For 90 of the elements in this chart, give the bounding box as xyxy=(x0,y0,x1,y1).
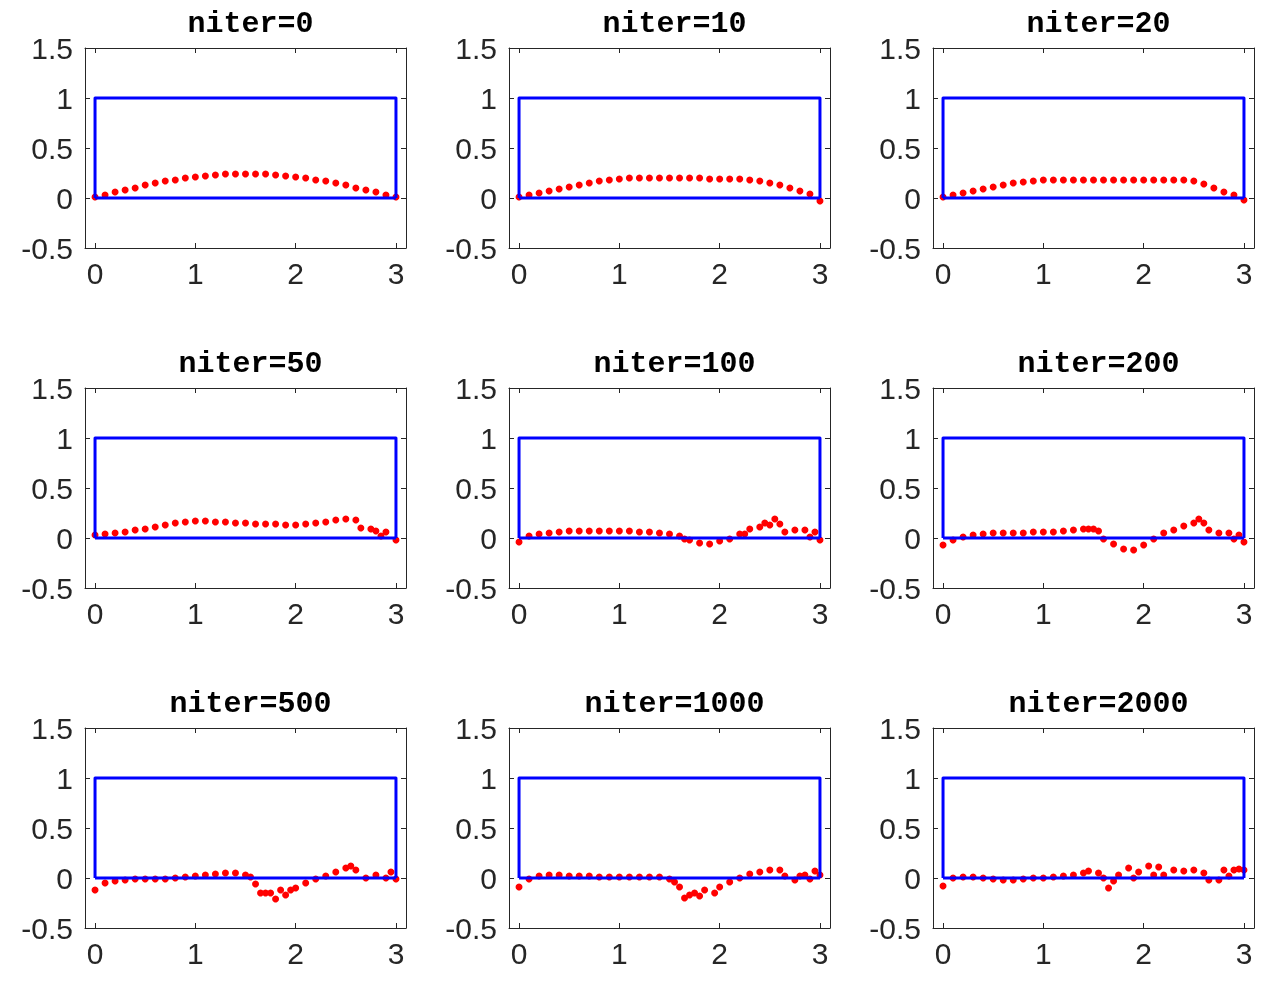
chart-title: niter=100 xyxy=(593,347,756,381)
x-tick-label: 2 xyxy=(1135,596,1152,630)
x-tick-label: 1 xyxy=(611,256,628,290)
y-tick-label: 0 xyxy=(480,521,497,555)
y-tick-label: 0.5 xyxy=(455,471,497,505)
y-tick-label: 1 xyxy=(904,421,921,455)
x-tick-label: 0 xyxy=(934,256,952,290)
y-tick-label: 1.5 xyxy=(31,711,73,745)
y-tick-label: 1.5 xyxy=(879,711,921,745)
chart-title: niter=0 xyxy=(187,7,314,41)
y-tick-label: 0 xyxy=(904,521,921,555)
x-tick-label: 0 xyxy=(86,936,104,970)
y-tick-label: 1 xyxy=(480,761,497,795)
y-tick-label: 0.5 xyxy=(31,471,73,505)
y-tick-label: 0 xyxy=(56,181,73,215)
x-tick-label: 1 xyxy=(187,256,204,290)
y-tick-label: -0.5 xyxy=(21,571,73,605)
y-tick-label: 1 xyxy=(480,421,497,455)
y-tick-label: -0.5 xyxy=(445,911,497,945)
y-tick-label: 1 xyxy=(56,761,73,795)
x-tick-label: 0 xyxy=(510,256,528,290)
x-tick-label: 3 xyxy=(387,936,405,970)
y-tick-label: 0 xyxy=(904,861,921,895)
y-tick-label: 1 xyxy=(904,761,921,795)
x-tick-label: 3 xyxy=(1235,936,1253,970)
x-tick-label: 2 xyxy=(287,936,304,970)
y-tick-label: -0.5 xyxy=(21,231,73,265)
y-tick-label: 0 xyxy=(480,181,497,215)
y-tick-label: 0.5 xyxy=(879,131,921,165)
x-tick-label: 0 xyxy=(510,936,528,970)
x-tick-label: 2 xyxy=(711,596,728,630)
x-tick-label: 2 xyxy=(1135,256,1152,290)
y-tick-label: 1 xyxy=(56,421,73,455)
y-tick-label: -0.5 xyxy=(869,911,921,945)
y-tick-label: 1.5 xyxy=(31,371,73,405)
y-tick-label: 1.5 xyxy=(455,711,497,745)
chart-title: niter=200 xyxy=(1017,347,1180,381)
x-tick-label: 0 xyxy=(934,596,952,630)
x-tick-label: 0 xyxy=(934,936,952,970)
x-tick-label: 2 xyxy=(711,936,728,970)
y-tick-label: 0 xyxy=(56,861,73,895)
y-tick-label: 0.5 xyxy=(455,131,497,165)
chart-title: niter=2000 xyxy=(1008,687,1189,721)
y-tick-label: 1 xyxy=(480,81,497,115)
y-tick-label: 1 xyxy=(904,81,921,115)
x-tick-label: 2 xyxy=(1135,936,1152,970)
y-tick-label: -0.5 xyxy=(869,571,921,605)
x-tick-label: 1 xyxy=(1035,256,1052,290)
y-tick-label: 0 xyxy=(480,861,497,895)
x-tick-label: 2 xyxy=(287,256,304,290)
chart-title: niter=500 xyxy=(169,687,332,721)
x-tick-label: 3 xyxy=(1235,596,1253,630)
y-tick-label: -0.5 xyxy=(445,571,497,605)
x-tick-label: 3 xyxy=(387,596,405,630)
chart-title: niter=20 xyxy=(1026,7,1171,41)
y-tick-label: 1.5 xyxy=(31,31,73,65)
y-tick-label: 0.5 xyxy=(879,471,921,505)
x-tick-label: 1 xyxy=(611,936,628,970)
x-tick-label: 3 xyxy=(811,936,829,970)
y-tick-label: -0.5 xyxy=(869,231,921,265)
chart-title: niter=10 xyxy=(602,7,747,41)
y-tick-label: 1.5 xyxy=(879,371,921,405)
y-tick-label: -0.5 xyxy=(21,911,73,945)
y-tick-label: 1.5 xyxy=(879,31,921,65)
y-tick-label: 1.5 xyxy=(455,371,497,405)
x-tick-label: 1 xyxy=(611,596,628,630)
y-tick-label: 0 xyxy=(904,181,921,215)
x-tick-label: 1 xyxy=(187,596,204,630)
x-tick-label: 3 xyxy=(811,256,829,290)
chart-title: niter=1000 xyxy=(584,687,765,721)
x-tick-label: 1 xyxy=(1035,596,1052,630)
y-tick-label: -0.5 xyxy=(445,231,497,265)
chart-title: niter=50 xyxy=(178,347,323,381)
x-tick-label: 0 xyxy=(86,256,104,290)
y-tick-label: 0.5 xyxy=(879,811,921,845)
y-tick-label: 1.5 xyxy=(455,31,497,65)
y-tick-label: 0.5 xyxy=(31,131,73,165)
x-tick-label: 3 xyxy=(387,256,405,290)
y-tick-label: 0.5 xyxy=(31,811,73,845)
x-tick-label: 0 xyxy=(510,596,528,630)
y-tick-label: 1 xyxy=(56,81,73,115)
y-tick-label: 0 xyxy=(56,521,73,555)
x-tick-label: 1 xyxy=(187,936,204,970)
x-tick-label: 1 xyxy=(1035,936,1052,970)
x-tick-label: 2 xyxy=(711,256,728,290)
x-tick-label: 3 xyxy=(1235,256,1253,290)
y-tick-label: 0.5 xyxy=(455,811,497,845)
x-tick-label: 3 xyxy=(811,596,829,630)
x-tick-label: 0 xyxy=(86,596,104,630)
x-tick-label: 2 xyxy=(287,596,304,630)
